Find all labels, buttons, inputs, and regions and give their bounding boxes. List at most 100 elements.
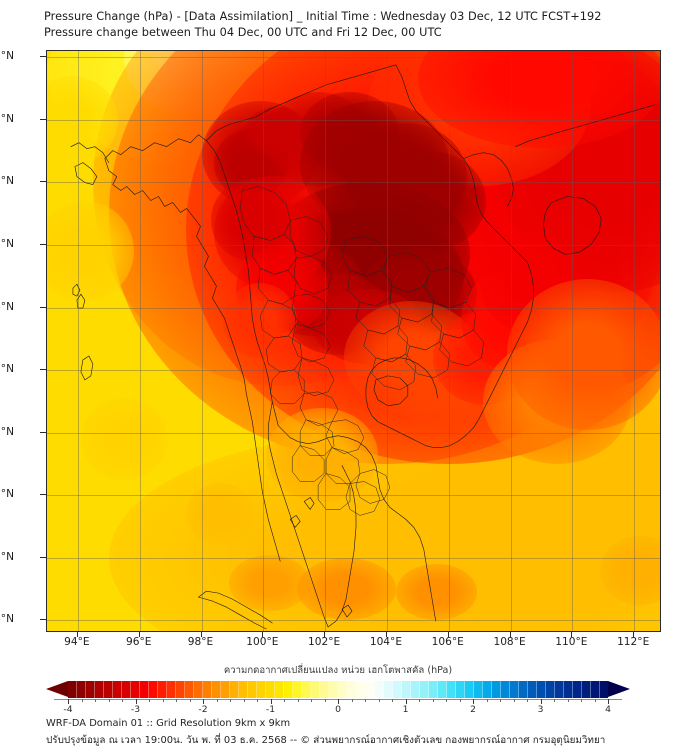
colorbar-band xyxy=(437,681,447,698)
y-axis-tick xyxy=(40,244,46,245)
chart-title-line-2: Pressure change between Thu 04 Dec, 00 U… xyxy=(44,25,442,39)
colorbar-band xyxy=(329,681,339,698)
colorbar-band xyxy=(221,681,231,698)
graticule-meridian xyxy=(386,51,388,631)
colorbar-major-tick xyxy=(473,699,474,704)
x-axis-tick xyxy=(324,632,326,637)
colorbar-band xyxy=(464,681,474,698)
colorbar-minor-tick xyxy=(149,699,150,702)
colorbar-minor-tick xyxy=(365,699,366,702)
x-axis-tick xyxy=(571,632,573,637)
colorbar-minor-tick xyxy=(419,699,420,702)
colorbar-band xyxy=(599,681,608,698)
x-axis-label: 108°E xyxy=(493,636,526,648)
colorbar-band xyxy=(113,681,123,698)
y-axis-label: 6°N xyxy=(0,550,14,563)
colorbar-minor-tick xyxy=(392,699,393,702)
x-axis-label: 94°E xyxy=(64,636,90,648)
colorbar-band xyxy=(275,681,285,698)
colorbar-band xyxy=(554,681,564,698)
y-axis-label: 18°N xyxy=(0,175,14,188)
colorbar-minor-tick xyxy=(311,699,312,702)
graticule-meridian xyxy=(634,51,636,631)
x-axis-tick xyxy=(200,632,202,637)
colorbar-band xyxy=(293,681,303,698)
colorbar-over-arrow xyxy=(608,681,630,697)
colorbar-band xyxy=(104,681,114,698)
y-axis-label: 22°N xyxy=(0,50,14,63)
colorbar-minor-tick xyxy=(378,699,380,702)
colorbar-minor-tick xyxy=(176,699,177,702)
graticule-meridian xyxy=(201,51,203,631)
colorbar-minor-tick xyxy=(527,699,528,702)
y-axis-label: 10°N xyxy=(0,425,14,438)
colorbar-band xyxy=(176,681,186,698)
x-axis-label: 104°E xyxy=(369,636,403,648)
chart-title-line-1: Pressure Change (hPa) - [Data Assimilati… xyxy=(44,10,602,23)
graticule-parallel xyxy=(47,495,660,497)
colorbar-band xyxy=(149,681,159,698)
colorbar-band xyxy=(185,681,195,698)
colorbar-band xyxy=(320,681,330,698)
colorbar-minor-tick xyxy=(567,699,569,702)
colorbar-band xyxy=(140,681,150,698)
y-axis-label: 16°N xyxy=(0,238,14,250)
colorbar-band xyxy=(302,681,312,698)
colorbar-band xyxy=(167,681,177,698)
colorbar-band xyxy=(446,681,456,698)
colorbar-band xyxy=(401,681,411,698)
graticule-parallel xyxy=(47,245,660,246)
x-axis-label: 106°E xyxy=(431,636,464,648)
colorbar-minor-tick xyxy=(216,699,218,702)
y-axis-tick xyxy=(40,556,46,558)
colorbar-band xyxy=(428,681,438,698)
graticule-parallel xyxy=(47,620,660,622)
colorbar-minor-tick xyxy=(581,699,582,702)
colorbar-band xyxy=(527,681,537,698)
colorbar-major-tick xyxy=(135,699,137,704)
colorbar-minor-tick xyxy=(189,699,191,702)
colorbar-band xyxy=(383,681,393,698)
colorbar-under-arrow xyxy=(46,681,68,697)
graticule-meridian xyxy=(325,51,327,631)
colorbar-minor-tick xyxy=(297,699,299,702)
y-axis-tick xyxy=(40,306,46,308)
colorbar-band xyxy=(212,681,222,698)
colorbar-band xyxy=(392,681,402,698)
x-axis-tick xyxy=(76,632,78,637)
x-axis-label: 110°E xyxy=(555,636,588,648)
colorbar-tick-label: 2 xyxy=(470,704,476,715)
chart-title-block: Pressure Change (hPa) - [Data Assimilati… xyxy=(44,9,664,40)
colorbar-band xyxy=(455,681,465,698)
colorbar-minor-tick xyxy=(500,699,501,702)
colorbar-major-tick xyxy=(68,699,69,704)
x-axis-label: 98°E xyxy=(187,636,214,648)
colorbar-band xyxy=(419,681,429,698)
footer-domain-info: WRF-DA Domain 01 :: Grid Resolution 9km … xyxy=(46,718,291,729)
colorbar-major-tick xyxy=(338,699,339,704)
colorbar xyxy=(46,681,630,698)
x-axis-tick xyxy=(138,632,140,637)
colorbar-minor-tick xyxy=(594,699,596,702)
colorbar-band xyxy=(68,681,78,698)
colorbar-band xyxy=(365,681,375,698)
colorbar-band xyxy=(86,681,96,698)
colorbar-tick-label: 4 xyxy=(605,704,611,715)
graticule-meridian xyxy=(139,51,141,631)
colorbar-minor-tick xyxy=(446,699,447,702)
colorbar-minor-tick xyxy=(81,699,83,702)
graticule-parallel xyxy=(47,307,660,309)
colorbar-band xyxy=(248,681,258,698)
colorbar-band xyxy=(239,681,249,698)
x-axis-label: 100°E xyxy=(246,636,279,648)
graticule-parallel xyxy=(47,370,660,372)
colorbar-minor-tick xyxy=(432,699,434,702)
colorbar-band xyxy=(347,681,357,698)
graticule-meridian xyxy=(510,51,512,631)
y-axis-tick xyxy=(40,181,46,183)
map-plot-area xyxy=(46,50,661,632)
x-axis-tick xyxy=(447,632,449,637)
colorbar-minor-tick xyxy=(95,699,96,702)
colorbar-minor-tick xyxy=(243,699,245,702)
colorbar-title: ความกดอากาศเปลี่ยนแปลง หน่วย เฮกโตพาสคัล… xyxy=(223,665,453,676)
